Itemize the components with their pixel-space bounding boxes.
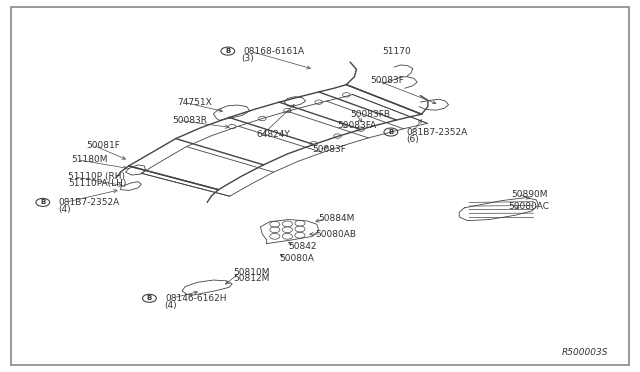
Text: 51170: 51170	[383, 46, 412, 55]
Text: 74751X: 74751X	[177, 98, 212, 107]
Text: (6): (6)	[406, 135, 419, 144]
Text: 08146-6162H: 08146-6162H	[165, 294, 227, 303]
Text: 50080A: 50080A	[279, 254, 314, 263]
Text: 51110PA(LH): 51110PA(LH)	[68, 179, 126, 187]
Text: B: B	[147, 295, 152, 301]
Text: 50081F: 50081F	[86, 141, 120, 150]
Text: R500003S: R500003S	[562, 347, 609, 357]
Text: (4): (4)	[164, 301, 177, 310]
Text: 50083F: 50083F	[312, 145, 346, 154]
Text: 64824Y: 64824Y	[256, 131, 290, 140]
Text: B: B	[388, 129, 394, 135]
Text: 50080AB: 50080AB	[315, 230, 356, 238]
Text: 50884M: 50884M	[319, 214, 355, 223]
Text: 081B7-2352A: 081B7-2352A	[58, 198, 120, 207]
Text: 08168-6161A: 08168-6161A	[243, 46, 305, 55]
Text: (3): (3)	[242, 54, 254, 63]
Text: 50810M: 50810M	[234, 268, 270, 277]
Text: 51110P (RH): 51110P (RH)	[68, 172, 125, 182]
Text: 50080AC: 50080AC	[508, 202, 549, 211]
Text: 50083F: 50083F	[370, 76, 404, 85]
Text: 50083R: 50083R	[173, 116, 207, 125]
Text: 50890M: 50890M	[511, 189, 548, 199]
Text: 50812M: 50812M	[234, 275, 270, 283]
Text: B: B	[40, 199, 45, 205]
Text: B: B	[225, 48, 230, 54]
Text: 081B7-2352A: 081B7-2352A	[406, 128, 468, 137]
Text: 50083FB: 50083FB	[350, 110, 390, 119]
Text: (4): (4)	[58, 205, 70, 214]
Text: 51180M: 51180M	[71, 155, 108, 164]
Text: 50083FA: 50083FA	[337, 121, 377, 130]
Text: 50842: 50842	[289, 242, 317, 251]
